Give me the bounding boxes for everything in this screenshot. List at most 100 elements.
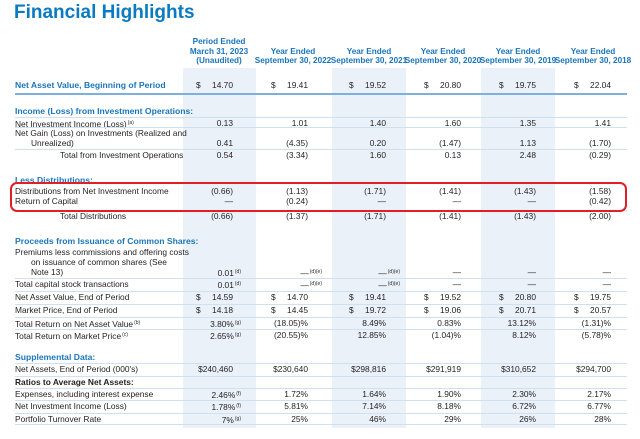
column-header-line: (Unaudited) [196,56,242,66]
row-label: Income (Loss) from Investment Operations… [15,106,193,116]
value-cell: (1.58) [589,186,611,196]
column-header-line: Year Ended [495,46,541,56]
value-cell: 46% [369,414,386,424]
value-text: 0.01 [217,280,234,290]
row-label: Net Asset Value, Beginning of Period [15,80,166,90]
value-text: 19.52 [365,80,386,90]
value-cell: 14.45 [287,305,308,315]
value-cell: (3.34) [286,150,308,160]
value-cell: 12.85% [358,330,386,340]
row-label: Less Distributions: [15,175,93,185]
dollar-sign: $ [499,305,504,315]
value-cell: 19.41 [365,292,386,302]
value-text: 3.80% [210,319,234,329]
value-cell: (1.70) [589,138,611,148]
value-cell: (18.05)% [274,318,308,328]
value-cell: 5.81% [284,401,308,411]
value-text: (1.37) [286,211,308,221]
dollar-sign: $ [271,292,276,302]
value-text: — [377,196,386,206]
dollar-sign: $ [196,292,201,302]
column-header: Year Ended September 30, 2022 [254,47,332,66]
row-divider [15,388,627,389]
column-header-line: September 30, 2021 [330,56,408,66]
row-label: Premiums less commissions and offering c… [15,247,189,277]
value-text: (0.66) [211,211,233,221]
value-cell: (1.47) [439,138,461,148]
value-text: (1.70) [589,138,611,148]
footnote-ref: (b) [134,320,141,326]
row-label: Proceeds from Issuance of Common Shares: [15,236,198,246]
row-label-line: Net Asset Value, Beginning of Period [15,80,166,90]
dollar-sign: $ [349,292,354,302]
value-cell: 1.35 [520,118,536,128]
row-label: Distributions from Net Investment Income [15,186,169,196]
row-label-line: Supplemental Data: [15,352,96,362]
value-text: (0.24) [286,196,308,206]
value-text: 2.30% [512,389,536,399]
value-cell: 1.64% [362,389,386,399]
value-cell: 1.60 [445,118,461,128]
value-cell: 2.46%(f) [212,389,241,400]
row-divider [15,329,627,330]
row-divider [15,400,627,401]
value-text: 19.06 [440,305,461,315]
value-text: — [452,267,461,277]
column-header: Year Ended September 30, 2018 [554,47,632,66]
value-cell: 1.60 [370,150,386,160]
row-divider [15,304,627,305]
dollar-sign: $ [499,80,504,90]
value-cell: 8.49% [362,318,386,328]
value-cell: 14.70 [287,292,308,302]
row-label-line: Market Price, End of Period [15,305,118,315]
value-cell: 22.04 [590,80,611,90]
value-text: 2.48 [519,150,536,160]
row-label: Total from Investment Operations [60,150,183,160]
value-cell: 2.30% [512,389,536,399]
value-cell: 1.40 [370,118,386,128]
value-cell: (5.78)% [582,330,611,340]
row-label: Net Asset Value, End of Period [15,292,129,302]
value-cell: 19.75 [515,80,536,90]
row-label: Portfolio Turnover Rate [15,414,101,424]
value-cell: 6.77% [587,401,611,411]
dollar-sign: $ [574,292,579,302]
row-label-line: Portfolio Turnover Rate [15,414,102,424]
value-cell: (1.04)% [432,330,461,340]
dollar-sign: $ [574,80,579,90]
row-label-line: Net Investment Income (Loss) [15,401,127,411]
value-text: (2.00) [589,211,611,221]
row-label-line: Note 13) [31,267,64,277]
value-text: 1.40 [369,118,386,128]
value-text: 8.49% [362,318,386,328]
divider [15,93,627,95]
value-cell: $291,919 [426,364,461,374]
row-divider [15,291,627,292]
value-text: 0.13 [444,150,461,160]
value-text: $230,640 [273,364,308,374]
row-label-line: Net Assets, End of Period (000's) [15,364,139,374]
dollar-sign: $ [424,80,429,90]
row-label-line: Proceeds from Issuance of Common Shares: [15,236,199,246]
value-text: (1.71) [364,211,386,221]
value-text: 1.01 [291,118,308,128]
value-cell: 2.17% [587,389,611,399]
value-text: 1.35 [519,118,536,128]
value-text: (0.29) [589,150,611,160]
value-text: (0.66) [211,186,233,196]
column-shade [481,68,555,428]
value-cell: $298,816 [351,364,386,374]
dollar-sign: $ [349,80,354,90]
row-label-line: Distributions from Net Investment Income [15,186,169,196]
value-text: — [300,280,309,290]
value-cell: 19.06 [440,305,461,315]
value-text: 19.41 [287,80,308,90]
row-divider [15,424,627,425]
value-cell: 0.41 [217,138,233,148]
value-cell: (1.71) [364,186,386,196]
value-cell: $294,700 [576,364,611,374]
value-text: 14.70 [212,80,233,90]
value-cell: 14.59 [212,292,233,302]
value-text: 14.18 [212,305,233,315]
value-cell: 26% [519,414,536,424]
